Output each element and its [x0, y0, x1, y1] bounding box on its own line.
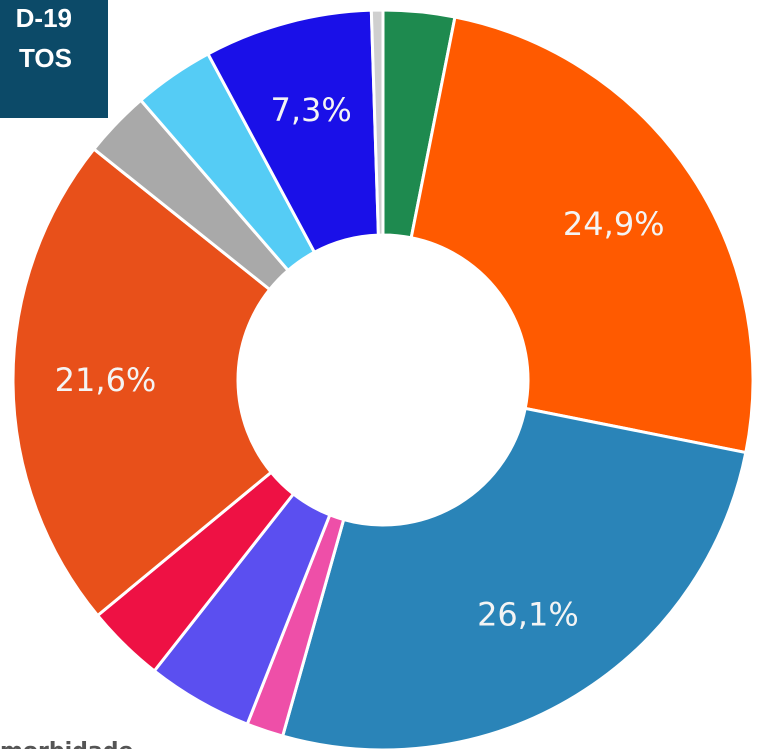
slice-label: 7,3%	[270, 91, 351, 129]
donut-slice	[280, 406, 748, 749]
title-box	[0, 0, 108, 118]
donut-slice	[11, 146, 274, 618]
footer-text: morbidade	[0, 739, 133, 749]
slice-label: 24,9%	[563, 205, 665, 243]
slice-label: 26,1%	[477, 596, 579, 634]
title-line: D-19	[16, 3, 72, 33]
donut-slice	[409, 15, 755, 455]
donut-slice	[369, 8, 385, 237]
title-line: TOS	[19, 43, 72, 73]
slice-label: 21,6%	[55, 361, 157, 399]
